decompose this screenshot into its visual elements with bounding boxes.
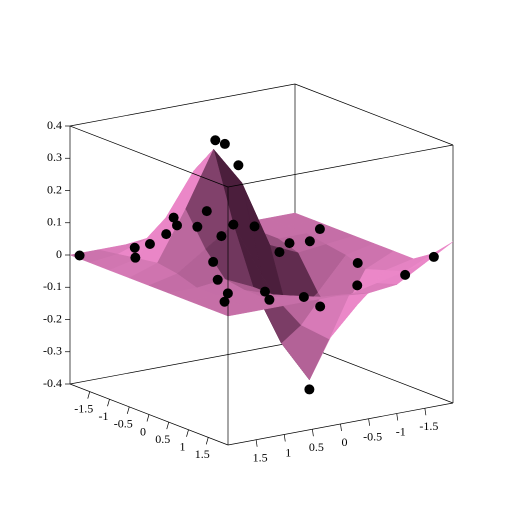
y-tick-label: -1 xyxy=(396,424,406,438)
data-point xyxy=(129,242,140,253)
data-point xyxy=(219,138,230,149)
data-point xyxy=(168,212,179,223)
x-tick-label: -1.5 xyxy=(74,401,93,415)
data-point xyxy=(274,247,285,258)
x-tick-label: -0.5 xyxy=(114,417,133,431)
data-point xyxy=(210,135,221,146)
y-tick xyxy=(340,423,342,432)
x-tick xyxy=(166,422,170,430)
data-point xyxy=(144,238,155,249)
z-tick-label: 0.2 xyxy=(47,182,62,196)
x-tick xyxy=(205,437,209,445)
data-point xyxy=(428,251,439,262)
x-tick-label: 1.5 xyxy=(195,447,210,461)
box-edge xyxy=(227,144,454,188)
box-edge xyxy=(69,341,296,385)
data-point xyxy=(208,256,219,267)
y-tick xyxy=(312,429,314,437)
data-point xyxy=(172,220,182,231)
y-tick xyxy=(424,408,427,416)
x-tick xyxy=(146,414,150,422)
y-tick-label: -0.5 xyxy=(363,430,382,444)
x-tick xyxy=(186,429,189,437)
data-point xyxy=(130,252,141,263)
axes-box-front: -0.4 -0.3 -0.2 -0.1 0 0.1 0.2 0.3 0.4 -1.5 -1 -0.5 0… xyxy=(43,83,454,465)
z-tick-label: -0.2 xyxy=(43,311,62,325)
x-tick xyxy=(107,399,110,407)
data-point xyxy=(201,206,212,217)
data-point xyxy=(264,294,275,305)
data-point xyxy=(304,384,315,395)
data-point xyxy=(192,221,203,232)
data-point xyxy=(400,269,411,280)
box-edge xyxy=(294,83,454,146)
y-tick xyxy=(396,413,399,421)
data-point xyxy=(212,274,223,285)
z-tick-label: 0.3 xyxy=(47,150,62,164)
y-tick xyxy=(283,434,286,442)
z-tick-label: 0.4 xyxy=(47,118,62,132)
x-tick xyxy=(87,391,91,399)
data-point xyxy=(259,286,270,297)
data-point xyxy=(233,160,244,171)
z-tick-label: -0.3 xyxy=(43,344,62,358)
y-tick-label: 1 xyxy=(285,445,291,459)
y-tick xyxy=(255,439,258,447)
data-point xyxy=(304,236,315,247)
x-tick-label: -1 xyxy=(99,409,109,423)
y-tick-label: 1.5 xyxy=(253,451,268,465)
box-edge xyxy=(69,125,229,188)
z-tick-label: -0.1 xyxy=(43,279,62,293)
data-point xyxy=(314,224,325,235)
data-point xyxy=(352,258,363,268)
data-point xyxy=(352,280,363,291)
data-point xyxy=(298,291,309,302)
points xyxy=(74,135,439,395)
z-tick-label: 0 xyxy=(56,247,62,261)
z-tick-label: 0.1 xyxy=(47,215,62,229)
x-tick-label: 0.5 xyxy=(155,432,170,446)
z-tick-label: -0.4 xyxy=(43,376,62,390)
y-tick xyxy=(368,418,370,426)
y-tick-label: 0.5 xyxy=(309,440,324,454)
x-tick-label: 0 xyxy=(140,424,146,438)
data-point xyxy=(228,219,239,230)
box-edge xyxy=(69,83,296,127)
data-point xyxy=(249,221,260,232)
data-point xyxy=(219,296,230,307)
data-point xyxy=(284,238,295,249)
surface xyxy=(69,148,454,381)
y-tick-label: -1.5 xyxy=(419,419,438,433)
y-tick-label: 0 xyxy=(342,435,348,449)
x-tick xyxy=(126,406,130,414)
data-point xyxy=(74,250,85,261)
x-tick-label: 1 xyxy=(180,440,186,454)
data-point xyxy=(315,301,326,312)
data-point xyxy=(161,229,172,240)
data-point xyxy=(216,231,227,242)
